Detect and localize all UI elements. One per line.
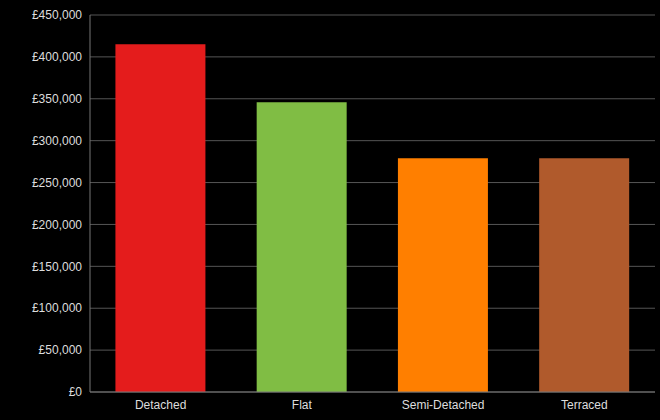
svg-text:£350,000: £350,000 — [32, 92, 82, 106]
svg-text:£200,000: £200,000 — [32, 218, 82, 232]
svg-text:£400,000: £400,000 — [32, 50, 82, 64]
svg-text:Flat: Flat — [292, 398, 313, 412]
svg-text:£300,000: £300,000 — [32, 134, 82, 148]
svg-text:£100,000: £100,000 — [32, 301, 82, 315]
svg-text:£0: £0 — [69, 385, 83, 399]
svg-text:£250,000: £250,000 — [32, 176, 82, 190]
svg-text:Semi-Detached: Semi-Detached — [402, 398, 485, 412]
svg-text:£450,000: £450,000 — [32, 8, 82, 22]
svg-text:Detached: Detached — [135, 398, 186, 412]
svg-text:£150,000: £150,000 — [32, 260, 82, 274]
svg-text:Terraced: Terraced — [561, 398, 608, 412]
svg-text:£50,000: £50,000 — [39, 343, 83, 357]
